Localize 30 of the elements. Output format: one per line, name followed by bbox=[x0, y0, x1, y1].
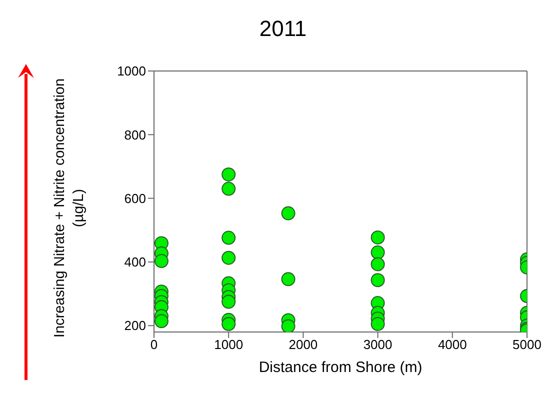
y-axis-title: Increasing Nitrate + Nitrite concentration (µg/L) bbox=[51, 77, 88, 340]
x-tick-label: 2000 bbox=[288, 337, 318, 352]
point bbox=[222, 250, 236, 265]
x-tick-label: 0 bbox=[150, 337, 158, 352]
x-axis-title: Distance from Shore (m) bbox=[258, 359, 422, 376]
x-tick-label: 5000 bbox=[512, 337, 542, 352]
x-tick-label: 4000 bbox=[438, 337, 467, 352]
chart-title: 2011 bbox=[258, 16, 308, 42]
y-tick-label: 600 bbox=[124, 190, 146, 206]
x-tick-label: 1000 bbox=[214, 337, 244, 352]
point bbox=[370, 257, 385, 272]
point bbox=[222, 294, 236, 309]
point bbox=[222, 230, 236, 245]
y-tick-label: 200 bbox=[124, 318, 146, 334]
point bbox=[154, 314, 168, 328]
y-tick-label: 800 bbox=[124, 127, 146, 142]
point bbox=[281, 272, 296, 286]
point bbox=[154, 254, 168, 268]
point bbox=[370, 245, 385, 260]
point bbox=[222, 167, 236, 182]
point bbox=[281, 319, 296, 332]
point bbox=[281, 206, 296, 220]
y-tick-label: 1000 bbox=[117, 64, 146, 79]
x-tick-label: 3000 bbox=[363, 337, 392, 352]
y-tick-label: 400 bbox=[124, 254, 146, 270]
point bbox=[222, 182, 236, 196]
point bbox=[370, 273, 385, 288]
point bbox=[370, 317, 385, 332]
point bbox=[222, 317, 236, 332]
point bbox=[370, 230, 385, 244]
